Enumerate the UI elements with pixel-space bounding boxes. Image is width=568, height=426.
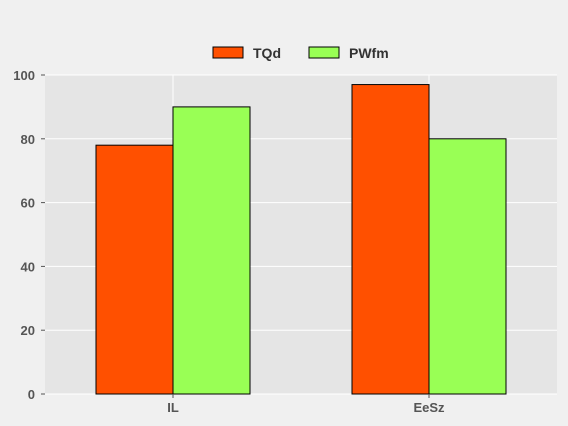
bars <box>95 84 507 395</box>
bar-TQd-IL <box>95 144 174 395</box>
bar-PWfm-IL <box>172 106 251 395</box>
bar-PWfm-EeSz <box>428 138 507 395</box>
legend-label-PWfm: PWfm <box>349 45 389 61</box>
x-tick-label: EeSz <box>413 400 445 415</box>
bar-TQd-EeSz <box>351 84 430 395</box>
y-tick-label: 100 <box>13 68 35 83</box>
x-axis-ticks: IL EeSz <box>167 394 445 415</box>
y-tick-label: 40 <box>21 259 35 274</box>
x-tick-label: IL <box>167 400 179 415</box>
legend-swatch-PWfm <box>308 46 340 59</box>
y-axis-ticks: 0 20 40 60 80 100 <box>13 68 45 402</box>
legend: TQd PWfm <box>212 45 389 61</box>
y-tick-label: 80 <box>21 132 35 147</box>
y-tick-label: 20 <box>21 323 35 338</box>
y-tick-label: 60 <box>21 196 35 211</box>
legend-label-TQd: TQd <box>253 45 281 61</box>
y-tick-label: 0 <box>28 387 35 402</box>
legend-swatch-TQd <box>212 46 244 59</box>
